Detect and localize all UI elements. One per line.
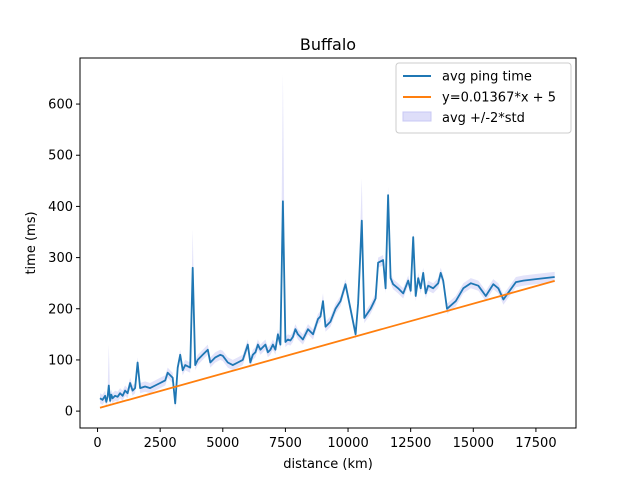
axes-frame [79,57,577,429]
y-tick-label: 500 [48,149,73,164]
y-tick-label: 600 [48,98,73,113]
legend-label-band: avg +/-2*std [442,111,525,126]
y-tick-label: 200 [48,302,73,317]
x-tick-label: 5000 [206,436,239,451]
y-tick-label: 300 [48,251,73,266]
x-tick-label: 10000 [327,436,368,451]
plot-area [99,74,555,409]
x-tick-label: 7500 [269,436,302,451]
y-axis-ticks: 0 100 200 300 400 500 600 [48,98,80,420]
series-line-avg-ping-time [99,194,555,405]
x-axis-label: distance (km) [283,457,373,472]
y-tick-label: 400 [48,200,73,215]
y-tick-label: 100 [48,353,73,368]
series-line-fit [99,280,555,409]
chart-title: Buffalo [300,35,356,54]
x-tick-label: 12500 [390,436,431,451]
legend-label-fit: y=0.01367*x + 5 [442,91,556,106]
legend-box [395,62,572,134]
series-line-layer [99,194,555,409]
x-tick-label: 0 [93,436,101,451]
x-tick-label: 15000 [453,436,494,451]
y-axis-label: time (ms) [24,211,39,274]
legend-label-avg: avg ping time [442,70,532,85]
x-axis-ticks: 0 2500 5000 7500 10000 12500 15000 17500 [93,428,557,451]
y-tick-label: 0 [65,405,73,420]
x-tick-label: 2500 [144,436,177,451]
legend-swatch-band [402,111,432,122]
x-tick-label: 17500 [515,436,556,451]
legend: avg ping time y=0.01367*x + 5 avg +/-2*s… [395,62,572,134]
